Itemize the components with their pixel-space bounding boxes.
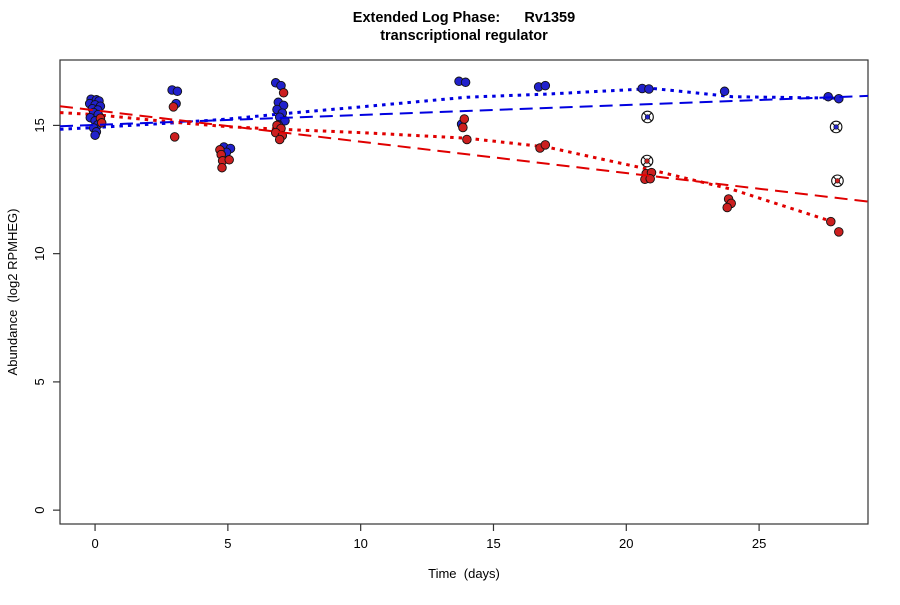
red-series-point [834,227,844,237]
plot-area: 0 5 10 15 20 25 0 5 10 15 [32,59,869,551]
blue-series-point [540,80,551,91]
red-series-point [96,118,107,128]
red-dashed-fit-line [59,105,869,203]
red-series-point [826,216,836,227]
outlier-center-point [834,178,841,184]
y-tick-label: 0 [32,507,47,514]
outlier-center-point [644,114,651,120]
red-series-point [458,122,468,133]
blue-series-point [460,77,471,88]
outlier-center-point [833,124,839,130]
y-tick-label: 5 [32,378,47,385]
x-axis-label: Time (days) [428,566,500,581]
chart-title-line1: Extended Log Phase: Rv1359 [353,10,575,26]
plot-box [59,59,869,525]
x-tick-label: 25 [752,536,766,551]
red-series-point [169,132,180,142]
red-series-point [274,134,285,145]
blue-series-point [719,86,730,97]
outlier-center-point [644,158,650,164]
blue-dashed-fit-line [59,94,869,128]
red-series-point [459,114,470,124]
blue-series-point [644,84,654,94]
y-axis-label: Abundance (log2 RPMHEG) [5,209,20,376]
y-tick-label: 10 [32,246,47,260]
red-series-point [722,202,732,213]
blue-series-point [834,93,844,104]
red-series-point [462,134,472,145]
x-tick-label: 0 [91,536,98,551]
red-series-point [168,102,179,112]
x-tick-label: 20 [619,536,633,551]
red-series-point [217,162,227,173]
x-tick-label: 5 [224,536,231,551]
red-series-point [540,140,551,150]
red-dotted-fit-line [59,111,829,222]
blue-series-point [172,86,183,97]
red-series-point [224,155,234,165]
y-tick-label: 15 [32,118,47,132]
red-series-point [645,174,655,184]
x-tick-label: 10 [353,536,367,551]
x-tick-label: 15 [486,536,500,551]
blue-series-point [90,130,100,140]
red-series-point [278,88,289,98]
chart-title-line2: transcriptional regulator [380,28,548,44]
blue-dotted-fit-line [59,86,839,131]
